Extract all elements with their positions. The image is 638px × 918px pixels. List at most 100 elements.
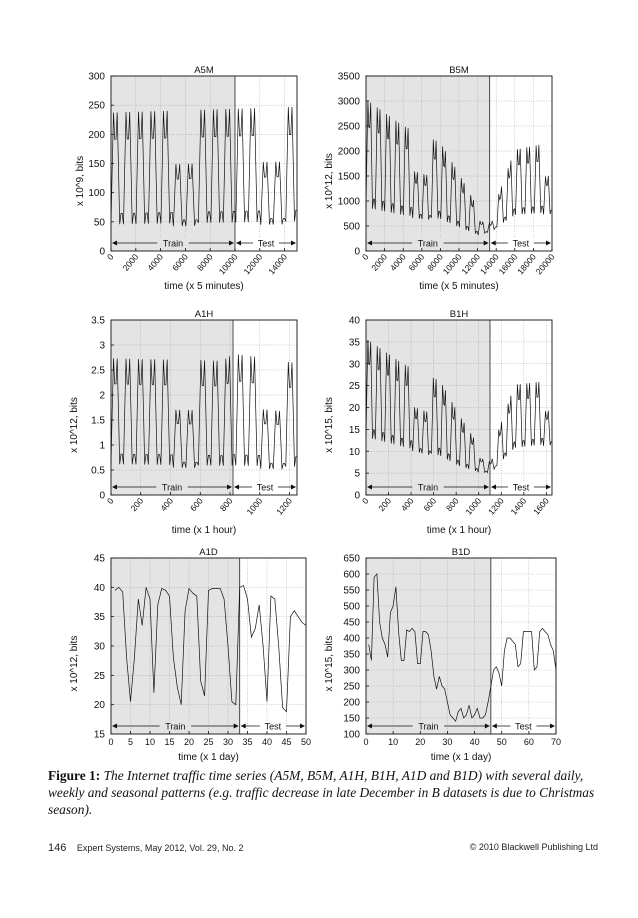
- x-tick-label: 14000: [478, 252, 501, 277]
- test-arrowhead-left: [490, 240, 496, 246]
- y-tick-label: 250: [343, 682, 360, 693]
- caption-label: Figure 1:: [48, 768, 101, 783]
- train-arrowhead-left: [367, 240, 372, 246]
- y-tick-label: 0: [99, 491, 105, 502]
- test-arrowhead-right: [550, 723, 555, 729]
- y-tick-label: 1: [99, 441, 105, 452]
- figure-panels: 0 50 100 150 200 250 300 0 2000 4000 6000 8000 10000…: [69, 65, 561, 763]
- train-label-bg: [412, 482, 444, 492]
- y-tick-label: 40: [349, 316, 361, 327]
- x-tick-label: 18000: [515, 252, 538, 277]
- y-axis-label: x 10^12, bits: [69, 636, 80, 692]
- y-tick-label: 10: [349, 447, 361, 458]
- train-arrowhead-left: [367, 484, 372, 490]
- test-arrowhead-right: [546, 484, 551, 490]
- y-tick-label: 3.5: [91, 316, 105, 327]
- x-tick-label: 40: [470, 737, 480, 747]
- test-label: Test: [257, 483, 274, 493]
- chart-title: B1H: [450, 309, 469, 320]
- y-tick-label: 250: [88, 101, 105, 112]
- x-tick-label: 30: [442, 737, 452, 747]
- y-axis-label: x 10^12, bits: [324, 153, 335, 209]
- y-tick-label: 500: [343, 602, 360, 613]
- x-tick-label: 50: [497, 737, 507, 747]
- x-tick-label: 2000: [369, 252, 389, 273]
- chart-a1d: 15 20 25 30 35 40 45 0 5 10 15 20 25 30 35 40 45 50 A1D tim…: [69, 547, 311, 763]
- x-tick-label: 35: [242, 737, 252, 747]
- y-tick-label: 40: [94, 583, 106, 594]
- x-tick-label: 2000: [121, 252, 141, 273]
- x-tick-label: 200: [376, 496, 393, 514]
- train-label-bg: [412, 238, 444, 248]
- y-tick-label: 200: [88, 130, 105, 141]
- y-tick-label: 0.5: [91, 466, 105, 477]
- x-tick-label: 12000: [241, 252, 264, 277]
- x-axis-label: time (x 1 hour): [172, 525, 236, 536]
- y-tick-label: 400: [343, 634, 360, 645]
- train-arrowhead-left: [112, 484, 117, 490]
- footer-journal-info: 146 Expert Systems, May 2012, Vol. 29, N…: [48, 842, 243, 854]
- test-label-bg: [507, 238, 534, 248]
- chart-title: A5M: [194, 65, 214, 76]
- x-tick-label: 10: [388, 737, 398, 747]
- test-label-bg: [510, 721, 537, 731]
- chart-b5m: 0500100015002000250030003500020004000600…: [324, 65, 557, 292]
- journal-citation: Expert Systems, May 2012, Vol. 29, No. 2: [76, 843, 244, 853]
- train-arrowhead-left: [112, 240, 117, 246]
- y-tick-label: 20: [94, 700, 106, 711]
- y-tick-label: 45: [94, 554, 106, 565]
- x-tick-label: 1200: [274, 496, 294, 517]
- x-tick-label: 600: [421, 496, 438, 514]
- y-tick-label: 150: [343, 714, 360, 725]
- train-label: Train: [165, 722, 185, 732]
- x-tick-label: 60: [524, 737, 534, 747]
- x-tick-label: 800: [218, 496, 235, 514]
- test-arrowhead-right: [291, 240, 296, 246]
- chart-a5m: 0 50 100 150 200 250 300 0 2000 4000 6000 8000 10000…: [75, 65, 298, 292]
- test-arrowhead-left: [491, 723, 497, 729]
- y-tick-label: 350: [343, 650, 360, 661]
- y-axis-label: x 10^9, bits: [75, 156, 86, 206]
- series-line: [368, 573, 557, 722]
- x-tick-label: 10: [145, 737, 155, 747]
- y-tick-label: 100: [88, 188, 105, 199]
- x-tick-label: 20000: [534, 252, 557, 277]
- x-tick-label: 15: [164, 737, 174, 747]
- x-tick-label: 70: [551, 737, 561, 747]
- y-tick-label: 3: [99, 341, 105, 352]
- y-tick-label: 1.5: [91, 416, 105, 427]
- x-tick-label: 0: [105, 496, 116, 506]
- train-label-bg: [412, 721, 445, 731]
- train-arrowhead-right: [233, 723, 239, 729]
- chart-title: A1D: [199, 547, 218, 558]
- x-tick-label: 20: [184, 737, 194, 747]
- x-tick-label: 12000: [459, 252, 482, 277]
- train-arrowhead-right: [227, 484, 233, 490]
- test-label-bg: [259, 721, 286, 731]
- y-tick-label: 20: [349, 403, 361, 414]
- test-label: Test: [258, 239, 275, 249]
- y-tick-label: 200: [343, 698, 360, 709]
- x-tick-label: 1200: [486, 496, 506, 517]
- y-tick-label: 300: [88, 72, 105, 83]
- train-arrowhead-left: [367, 723, 372, 729]
- series-line: [114, 585, 307, 713]
- x-tick-label: 25: [203, 737, 213, 747]
- x-tick-label: 200: [129, 496, 146, 514]
- y-tick-label: 25: [349, 381, 361, 392]
- chart-b1d: 100 150 200 250 300 350 400 450 500 550 600 650 0 10 2…: [324, 547, 561, 763]
- chart-title: B5M: [449, 65, 469, 76]
- y-tick-label: 30: [349, 359, 361, 370]
- chart-a1h: 0 0.5 1 1.5 2 2.5 3 3.5 0 200 400 600 800 1000 1200 A1H…: [69, 309, 298, 536]
- x-tick-label: 45: [281, 737, 291, 747]
- x-tick-label: 0: [105, 252, 116, 262]
- x-tick-label: 1600: [531, 496, 551, 517]
- y-tick-label: 500: [343, 222, 360, 233]
- train-arrowhead-right: [484, 723, 490, 729]
- x-axis-label: time (x 1 day): [431, 752, 492, 763]
- test-arrowhead-right: [291, 484, 296, 490]
- train-arrowhead-right: [483, 240, 489, 246]
- x-axis-label: time (x 5 minutes): [419, 281, 498, 292]
- x-tick-label: 800: [444, 496, 461, 514]
